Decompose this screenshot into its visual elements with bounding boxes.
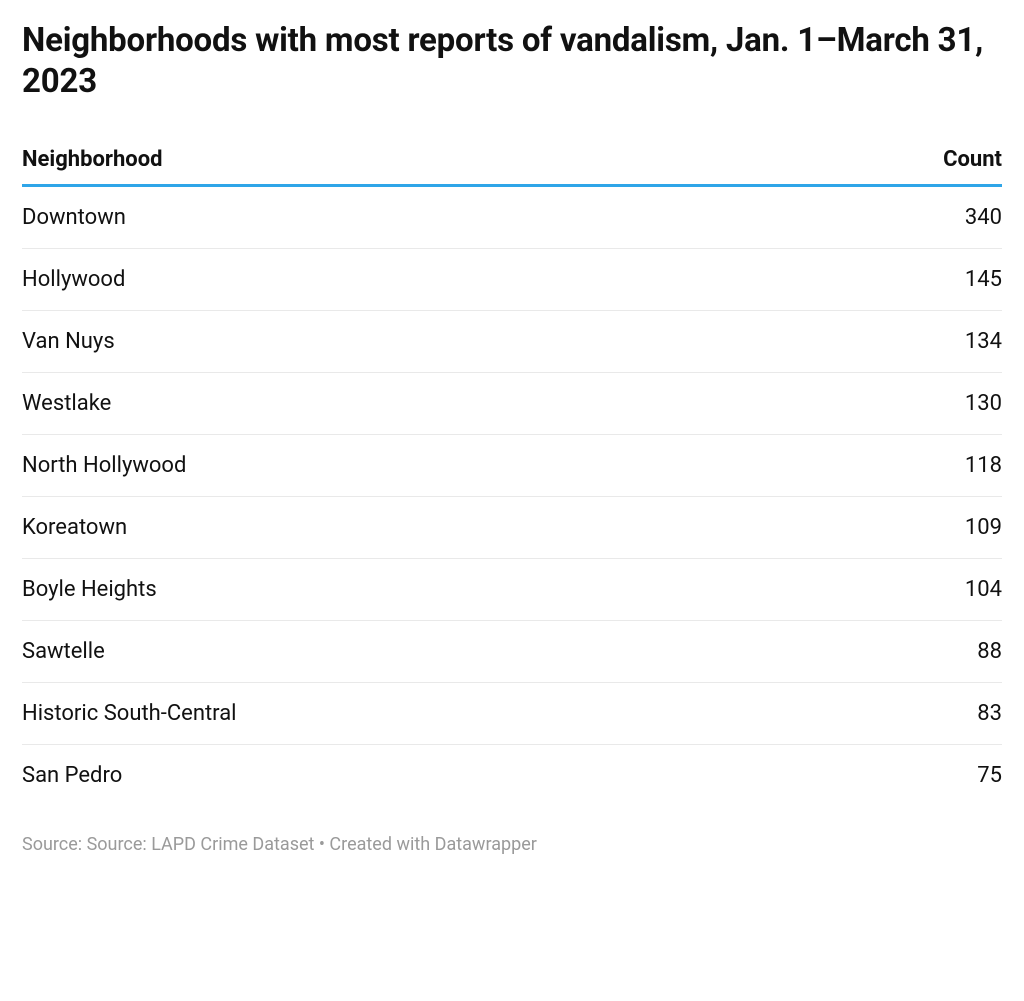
cell-count: 104 — [862, 558, 1002, 620]
table-row: Historic South-Central 83 — [22, 682, 1002, 744]
cell-neighborhood: Hollywood — [22, 248, 862, 310]
cell-count: 83 — [862, 682, 1002, 744]
cell-neighborhood: Westlake — [22, 372, 862, 434]
table-row: Downtown 340 — [22, 185, 1002, 248]
chart-container: Neighborhoods with most reports of vanda… — [0, 0, 1024, 885]
cell-count: 340 — [862, 185, 1002, 248]
chart-source: Source: Source: LAPD Crime Dataset • Cre… — [22, 834, 1002, 855]
table-row: Westlake 130 — [22, 372, 1002, 434]
table-row: San Pedro 75 — [22, 744, 1002, 806]
cell-neighborhood: Downtown — [22, 185, 862, 248]
cell-neighborhood: Boyle Heights — [22, 558, 862, 620]
cell-neighborhood: Historic South-Central — [22, 682, 862, 744]
table-row: Van Nuys 134 — [22, 310, 1002, 372]
table-body: Downtown 340 Hollywood 145 Van Nuys 134 … — [22, 185, 1002, 806]
cell-neighborhood: Koreatown — [22, 496, 862, 558]
table-row: Sawtelle 88 — [22, 620, 1002, 682]
cell-count: 118 — [862, 434, 1002, 496]
table-row: Koreatown 109 — [22, 496, 1002, 558]
cell-neighborhood: North Hollywood — [22, 434, 862, 496]
cell-neighborhood: Sawtelle — [22, 620, 862, 682]
table-row: Boyle Heights 104 — [22, 558, 1002, 620]
cell-count: 130 — [862, 372, 1002, 434]
cell-count: 134 — [862, 310, 1002, 372]
cell-count: 145 — [862, 248, 1002, 310]
cell-count: 109 — [862, 496, 1002, 558]
table-header-row: Neighborhood Count — [22, 137, 1002, 186]
cell-count: 75 — [862, 744, 1002, 806]
table-row: North Hollywood 118 — [22, 434, 1002, 496]
table-row: Hollywood 145 — [22, 248, 1002, 310]
col-header-neighborhood: Neighborhood — [22, 137, 862, 186]
cell-neighborhood: Van Nuys — [22, 310, 862, 372]
chart-title: Neighborhoods with most reports of vanda… — [22, 20, 1002, 103]
vandalism-table: Neighborhood Count Downtown 340 Hollywoo… — [22, 137, 1002, 806]
col-header-count: Count — [862, 137, 1002, 186]
cell-neighborhood: San Pedro — [22, 744, 862, 806]
cell-count: 88 — [862, 620, 1002, 682]
